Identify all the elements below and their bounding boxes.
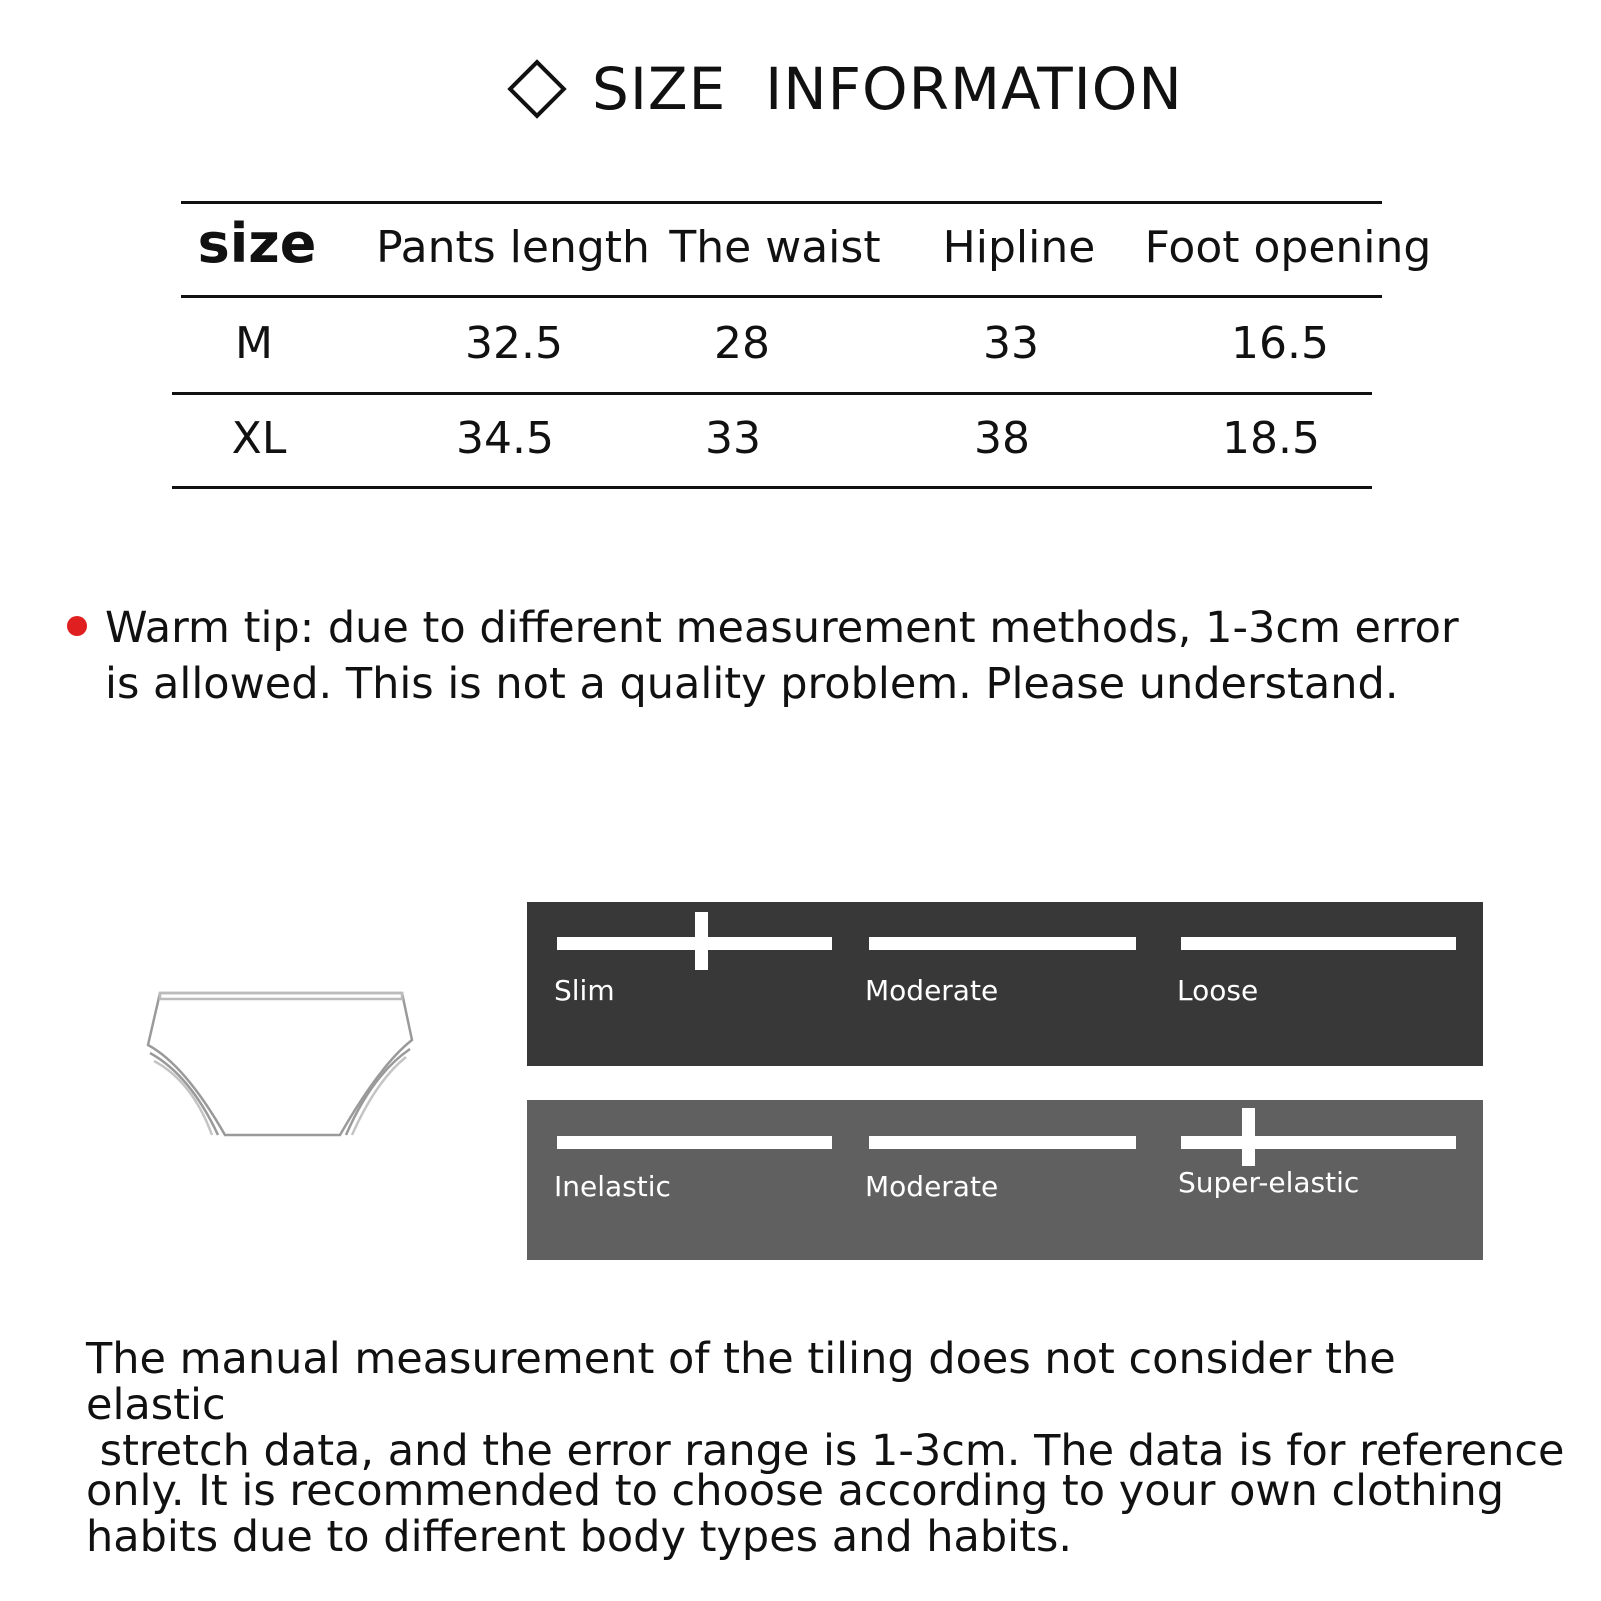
table-rule-top (181, 201, 1382, 204)
elastic-selected-marker (1242, 1108, 1255, 1166)
briefs-outline-icon (146, 991, 414, 1137)
fit-bar-moderate (869, 937, 1136, 950)
page-title: SIZE INFORMATION (507, 55, 1183, 123)
elastic-bar-inelastic (557, 1136, 832, 1149)
elastic-bar-moderate (869, 1136, 1136, 1149)
table-rule-row (172, 392, 1372, 395)
header-foot-opening: Foot opening (1144, 222, 1432, 273)
note-line: stretch data, and the error range is 1-3… (86, 1426, 1565, 1476)
fit-scale-panel: Slim Moderate Loose (527, 902, 1483, 1066)
cell-hipline: 33 (983, 318, 1039, 369)
cell-size: XL (231, 413, 287, 464)
elastic-bar-super-elastic (1181, 1136, 1456, 1149)
note-line: only. It is recommended to choose accord… (86, 1466, 1505, 1516)
note-line: The manual measurement of the tiling doe… (86, 1334, 1396, 1430)
table-rule-bottom (172, 486, 1372, 489)
header-waist: The waist (669, 222, 881, 273)
table-rule-header (181, 295, 1382, 298)
cell-waist: 33 (705, 413, 761, 464)
fit-bar-slim (557, 937, 832, 950)
header-hipline: Hipline (942, 222, 1096, 273)
fit-label-loose: Loose (1177, 974, 1259, 1007)
fit-label-moderate: Moderate (865, 974, 999, 1007)
note-line: habits due to different body types and h… (86, 1512, 1073, 1562)
cell-foot-opening: 16.5 (1231, 318, 1329, 369)
cell-waist: 28 (714, 318, 770, 369)
cell-pants-length: 34.5 (456, 413, 554, 464)
elastic-scale-panel: Inelastic Moderate Super-elastic (527, 1100, 1483, 1260)
fit-label-slim: Slim (554, 974, 615, 1007)
measurement-note: The manual measurement of the tiling doe… (86, 1334, 1565, 1562)
header-size: size (197, 212, 317, 275)
elastic-label-moderate: Moderate (865, 1170, 999, 1203)
red-bullet-icon (67, 616, 87, 636)
fit-selected-marker (695, 912, 708, 970)
elastic-label-inelastic: Inelastic (554, 1170, 671, 1203)
elastic-label-super-elastic: Super-elastic (1178, 1166, 1360, 1199)
cell-hipline: 38 (974, 413, 1030, 464)
title-text: SIZE INFORMATION (592, 55, 1183, 123)
header-pants-length: Pants length (376, 222, 650, 273)
warm-tip: Warm tip: due to different measurement m… (105, 603, 1459, 709)
diamond-outline-icon (507, 59, 567, 119)
cell-size: M (235, 318, 273, 369)
cell-pants-length: 32.5 (465, 318, 563, 369)
fit-bar-loose (1181, 937, 1456, 950)
cell-foot-opening: 18.5 (1222, 413, 1320, 464)
